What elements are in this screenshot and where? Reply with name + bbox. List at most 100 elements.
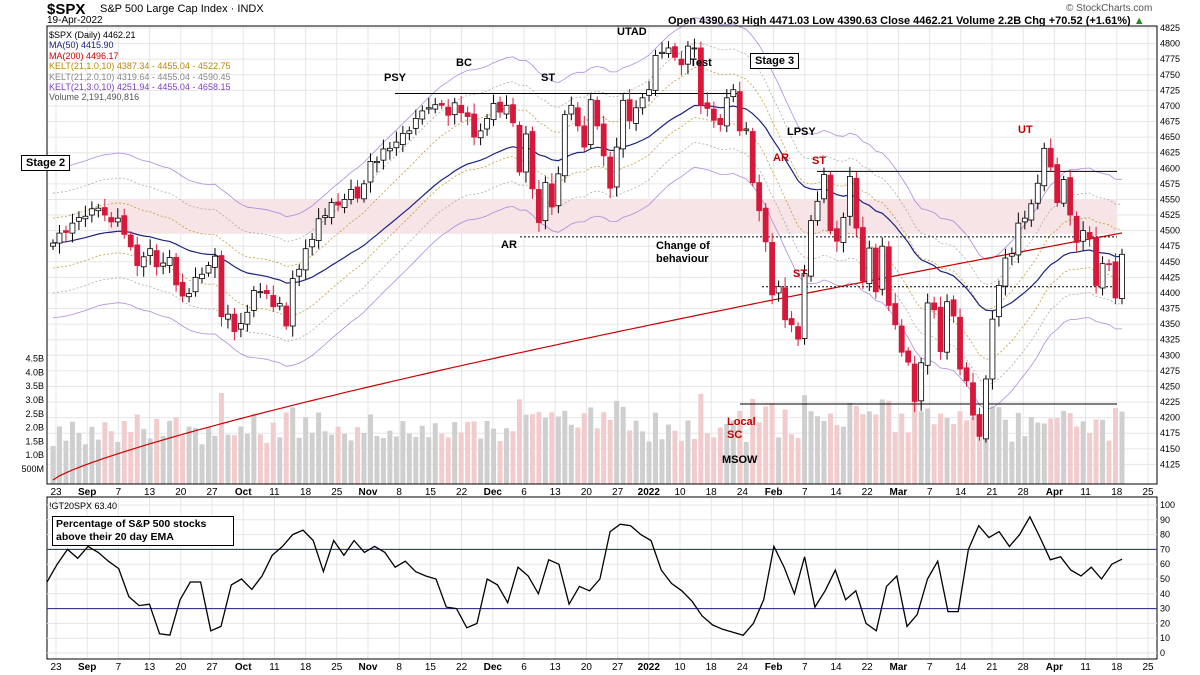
candle-body — [924, 302, 931, 366]
volume-bar — [678, 440, 684, 484]
volume-bar — [452, 422, 458, 484]
indicator-tick-label: 10 — [1160, 633, 1170, 643]
volume-bar — [115, 441, 121, 484]
indicator-line — [46, 515, 1123, 636]
volume-bar — [912, 401, 918, 484]
volume-bar — [646, 441, 652, 484]
x-tick-label: 10 — [674, 487, 686, 498]
candle-body — [542, 182, 549, 222]
ma200-line — [52, 232, 1123, 481]
volume-bar — [769, 403, 775, 484]
candle-body — [451, 102, 458, 116]
moving-averages — [52, 104, 1123, 481]
candle-body — [412, 118, 419, 129]
candle-body — [1041, 147, 1048, 187]
candle-body — [788, 318, 795, 326]
volume-bar — [348, 440, 354, 484]
candle-body — [561, 114, 568, 177]
volume-bar — [290, 407, 296, 484]
volume-bar — [1009, 441, 1015, 484]
candle-body — [244, 311, 251, 325]
volume-bar — [1093, 419, 1099, 484]
x-tick-label: 22 — [862, 487, 874, 498]
candle-body — [69, 222, 76, 234]
candle-body — [348, 189, 354, 200]
volume-bar — [199, 444, 205, 484]
price-tick-label: 4725 — [1160, 85, 1180, 95]
volume-bar — [601, 412, 607, 484]
candle-body — [736, 91, 743, 132]
candle-body — [685, 45, 691, 65]
kelt2-lower-band — [52, 141, 1122, 385]
candle-body — [691, 47, 698, 50]
candle-body — [1080, 230, 1087, 242]
candle-body — [723, 97, 730, 127]
candle-body — [898, 325, 905, 353]
candle-body — [827, 174, 834, 232]
indicator-x-tick-label: 10 — [674, 662, 686, 673]
candle-body — [315, 218, 322, 241]
candle-body — [322, 215, 329, 218]
candle-body — [523, 133, 529, 173]
volume-bar — [1048, 418, 1054, 484]
volume-bar — [886, 400, 892, 484]
volume-bar — [1022, 436, 1028, 484]
candle-body — [607, 156, 614, 189]
volume-bar — [121, 420, 127, 484]
volume-bar — [367, 414, 373, 484]
volume-bar — [160, 435, 166, 484]
annotation-ar-red: AR — [773, 152, 789, 164]
candle-body — [1073, 215, 1080, 243]
candle-body — [386, 147, 393, 152]
x-tick-label: 13 — [550, 487, 562, 498]
price-tick-label: 4700 — [1160, 101, 1180, 111]
volume-bar — [944, 418, 950, 484]
volume-bar — [141, 429, 147, 484]
volume-bar — [1100, 419, 1106, 484]
volume-bar — [264, 442, 270, 484]
candle-body — [484, 118, 490, 130]
volume-bar — [724, 423, 730, 484]
stockcharts-credit[interactable]: © StockCharts.com — [1066, 3, 1153, 14]
volume-bar — [562, 410, 568, 484]
indicator-x-tick-label: 22 — [456, 662, 468, 673]
ma50-line — [52, 104, 1123, 312]
candle-body — [646, 89, 652, 96]
candle-body — [639, 97, 646, 109]
candle-body — [801, 273, 808, 339]
x-tick-label: Feb — [765, 487, 783, 498]
volume-bar — [426, 437, 432, 484]
candle-body — [613, 146, 620, 188]
volume-bar — [989, 406, 995, 484]
price-legend: $SPX (Daily) 4462.21 MA(50) 4415.90 MA(2… — [49, 30, 230, 103]
candle-body — [380, 148, 387, 161]
legend-kelt1: KELT(21,1.0,10) 4387.34 - 4455.04 - 4522… — [49, 61, 231, 72]
up-arrow-icon: ▲ — [1133, 15, 1145, 27]
price-tick-label: 4225 — [1160, 397, 1180, 407]
candle-body — [82, 215, 89, 220]
volume-bar — [173, 417, 179, 484]
annotation-test: Test — [690, 57, 712, 69]
indicator-x-tick-label: 18 — [300, 662, 312, 673]
candle-body — [490, 103, 497, 121]
candle-body — [853, 177, 860, 229]
price-tick-label: 4275 — [1160, 366, 1180, 376]
volume-bar — [1067, 413, 1073, 484]
candle-body — [503, 104, 510, 115]
indicator-x-tick-label: 11 — [269, 662, 280, 673]
annotation-ar: AR — [501, 239, 517, 251]
legend-kelt3: KELT(21,3.0,10) 4251.94 - 4455.04 - 4658… — [49, 82, 231, 93]
candle-body — [594, 99, 601, 127]
x-tick-label: Sep — [78, 487, 96, 498]
volume-bar — [231, 435, 237, 484]
candle-body — [250, 290, 257, 311]
candle-body — [743, 128, 750, 131]
x-tick-label: 25 — [1142, 487, 1154, 498]
candle-body — [212, 255, 218, 268]
volume-bar — [76, 432, 82, 484]
candle-body — [536, 189, 542, 223]
volume-bar — [970, 416, 976, 484]
candle-body — [814, 200, 821, 222]
stage3-label: Stage 3 — [750, 53, 800, 69]
volume-bar — [413, 437, 419, 484]
